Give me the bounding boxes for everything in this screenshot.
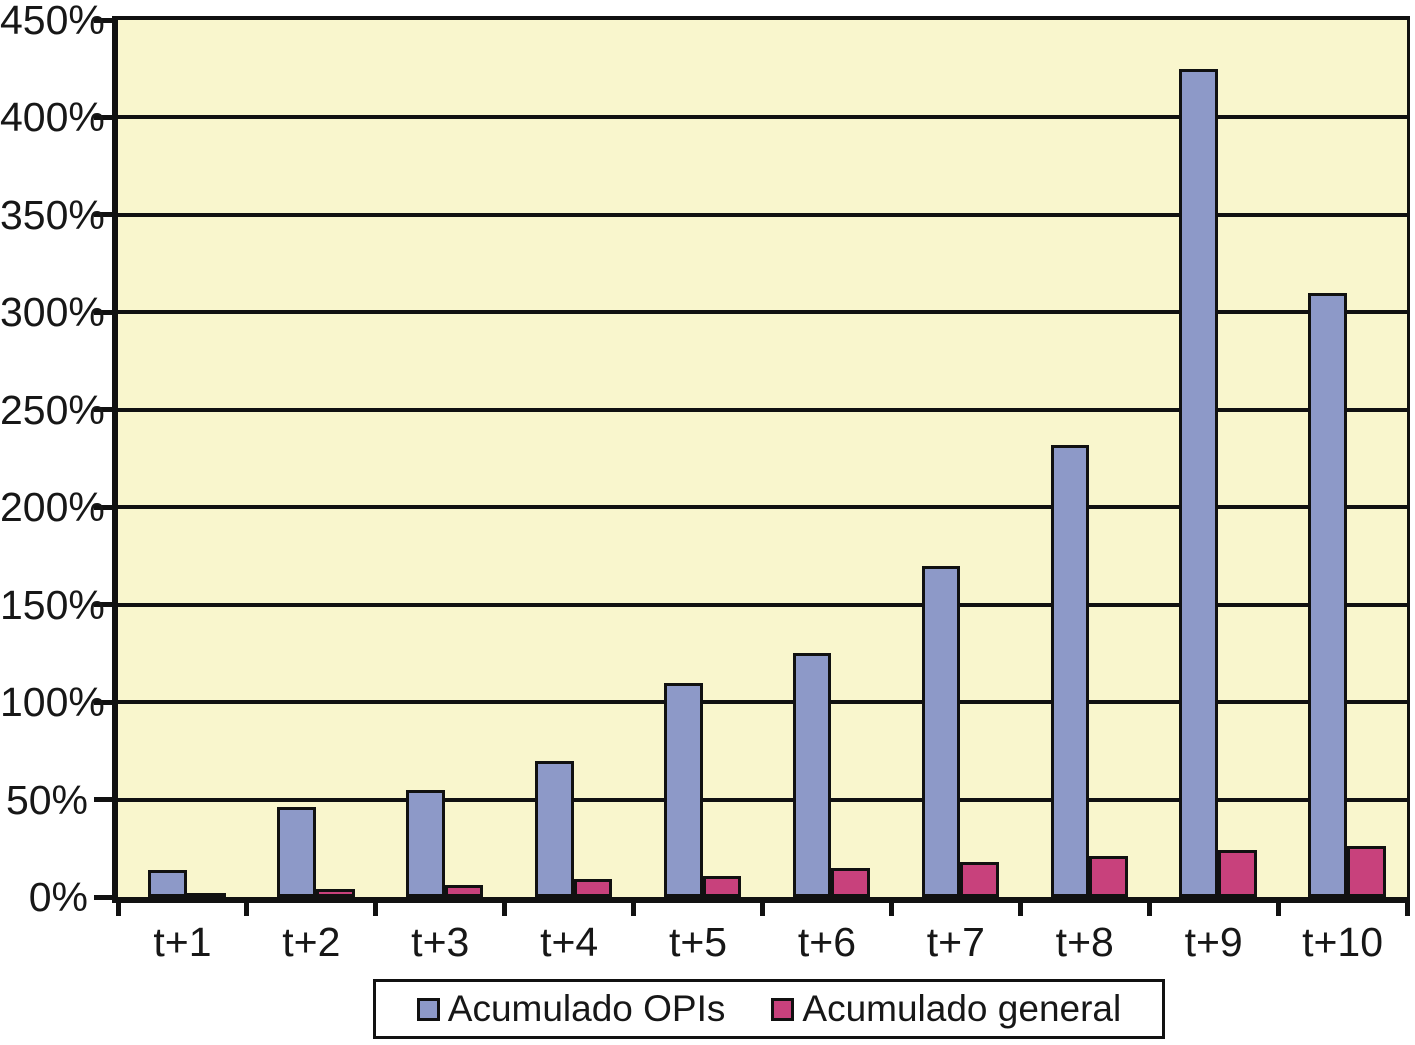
y-axis-tick [94,17,114,23]
bar-acumulado-general [444,885,484,897]
y-axis-tick [94,602,114,608]
x-axis-tick [1146,897,1152,916]
x-axis-tick [244,897,250,916]
x-axis-tick [760,897,765,916]
bar-acumulado-general [315,889,355,897]
bar-acumulado-opis [1308,292,1348,897]
gridline-50% [118,797,1407,802]
bar-acumulado-general [1347,846,1386,897]
gridline-350% [118,212,1407,217]
bar-acumulado-general [960,861,1000,897]
bar-acumulado-opis [277,807,316,897]
gridline-300% [118,310,1407,315]
bar-acumulado-opis [663,682,703,897]
y-axis-label: 250% [0,386,105,433]
x-axis-label: t+4 [540,919,599,965]
gridline-400% [118,115,1407,120]
y-axis-tick [94,797,114,803]
legend-label-acumulado-general: Acumulado general [802,988,1122,1029]
bar-acumulado-opis [534,760,574,897]
x-axis-label: t+7 [926,919,985,965]
y-axis-label: 450% [0,0,105,43]
bar-acumulado-opis [792,653,832,897]
gridline-100% [118,700,1407,705]
x-axis-tick [1404,897,1410,916]
bar-acumulado-general [1218,850,1257,897]
x-axis-tick [1017,897,1023,916]
bar-acumulado-general [1089,856,1128,897]
x-axis-label: t+1 [153,919,212,965]
bar-acumulado-general [186,893,226,899]
gridline-200% [118,505,1407,510]
y-axis-tick [94,699,114,705]
y-axis-label: 0% [28,874,88,920]
y-axis-tick [94,504,114,510]
y-axis-tick [94,407,114,413]
bar-acumulado-opis [148,869,187,897]
legend-swatch-opis-icon [416,997,440,1021]
x-axis-label: t+6 [797,919,857,965]
bar-acumulado-general [573,879,613,897]
legend-label-acumulado-opis: Acumulado OPIs [447,988,726,1029]
legend-item-acumulado-opis: Acumulado OPIs [416,988,726,1030]
gridline-250% [118,407,1407,412]
y-axis-tick [94,212,114,218]
x-axis-tick [115,897,121,916]
x-axis-label: t+3 [411,919,470,965]
x-axis-tick [888,897,894,916]
x-axis-label: t+5 [668,919,728,965]
y-axis-tick [94,309,114,315]
y-axis-tick [94,894,114,900]
y-axis-label: 350% [0,191,105,238]
y-axis-tick [94,114,114,120]
x-axis-label: t+10 [1302,919,1384,965]
bar-acumulado-opis [921,565,961,897]
y-axis-label: 300% [0,289,105,336]
y-axis-label: 50% [5,776,88,823]
x-axis-tick [1275,897,1281,916]
y-axis-label: 400% [0,94,105,141]
bar-acumulado-opis [1050,444,1090,897]
x-axis-tick [502,897,508,916]
bar-acumulado-opis [1179,68,1219,897]
x-axis-label: t+8 [1055,919,1114,965]
legend-swatch-general-icon [771,997,795,1021]
bar-acumulado-opis [406,789,445,897]
gridline-150% [118,602,1407,607]
x-axis-label: t+2 [282,919,341,965]
legend: Acumulado OPIs Acumulado general [373,979,1165,1039]
x-axis-label: t+9 [1184,919,1243,965]
y-axis-label: 150% [0,581,105,628]
x-axis-tick [631,897,637,916]
legend-item-acumulado-general: Acumulado general [771,988,1121,1030]
y-axis-label: 100% [0,679,105,726]
bar-acumulado-general [831,867,871,897]
y-axis-label: 200% [0,484,105,531]
bar-acumulado-general [702,875,742,897]
x-axis-tick [373,897,379,916]
